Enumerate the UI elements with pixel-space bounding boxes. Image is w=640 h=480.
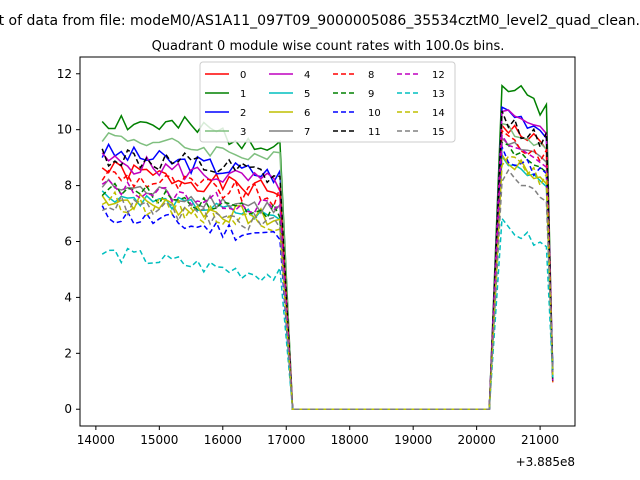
legend-label: 0 bbox=[240, 70, 246, 81]
legend-label: 11 bbox=[368, 127, 381, 138]
legend-label: 15 bbox=[432, 127, 445, 138]
legend-label: 12 bbox=[432, 70, 445, 81]
y-tick-label: 2 bbox=[64, 346, 72, 360]
series-line-15 bbox=[101, 168, 554, 410]
axes-title: Quadrant 0 module wise count rates with … bbox=[152, 39, 505, 54]
legend-label: 1 bbox=[240, 89, 246, 100]
y-tick-label: 4 bbox=[64, 290, 72, 304]
y-tick-label: 10 bbox=[57, 123, 72, 137]
y-tick-label: 6 bbox=[64, 235, 72, 249]
x-offset-label: +3.885e8 bbox=[516, 455, 575, 469]
x-tick-label: 19000 bbox=[394, 433, 432, 447]
y-tick-label: 12 bbox=[57, 67, 72, 81]
legend-label: 3 bbox=[240, 127, 246, 138]
legend-label: 10 bbox=[368, 108, 381, 119]
x-axis-ticks: 14000 15000 16000 17000 18000 19000 20000 21000 bbox=[77, 426, 559, 447]
legend-label: 5 bbox=[304, 89, 310, 100]
x-tick-label: 20000 bbox=[458, 433, 496, 447]
x-tick-label: 14000 bbox=[77, 433, 115, 447]
legend-label: 6 bbox=[304, 108, 310, 119]
legend-label: 13 bbox=[432, 89, 445, 100]
x-tick-label: 15000 bbox=[140, 433, 178, 447]
legend-label: 8 bbox=[368, 70, 374, 81]
legend-label: 14 bbox=[432, 108, 445, 119]
legend-box bbox=[199, 61, 456, 143]
x-tick-label: 17000 bbox=[267, 433, 305, 447]
legend-label: 4 bbox=[304, 70, 310, 81]
file-title: Plot of data from file: modeM0/AS1A11_09… bbox=[0, 13, 640, 29]
x-tick-label: 18000 bbox=[331, 433, 369, 447]
y-axis-ticks: 0 2 4 6 8 10 12 bbox=[57, 67, 80, 416]
y-tick-label: 0 bbox=[64, 402, 72, 416]
legend-label: 2 bbox=[240, 108, 246, 119]
series-lines bbox=[101, 84, 554, 410]
x-tick-label: 16000 bbox=[204, 433, 242, 447]
legend-label: 9 bbox=[368, 89, 374, 100]
legend-label: 7 bbox=[304, 127, 310, 138]
x-tick-label: 21000 bbox=[521, 433, 559, 447]
y-tick-label: 8 bbox=[64, 179, 72, 193]
